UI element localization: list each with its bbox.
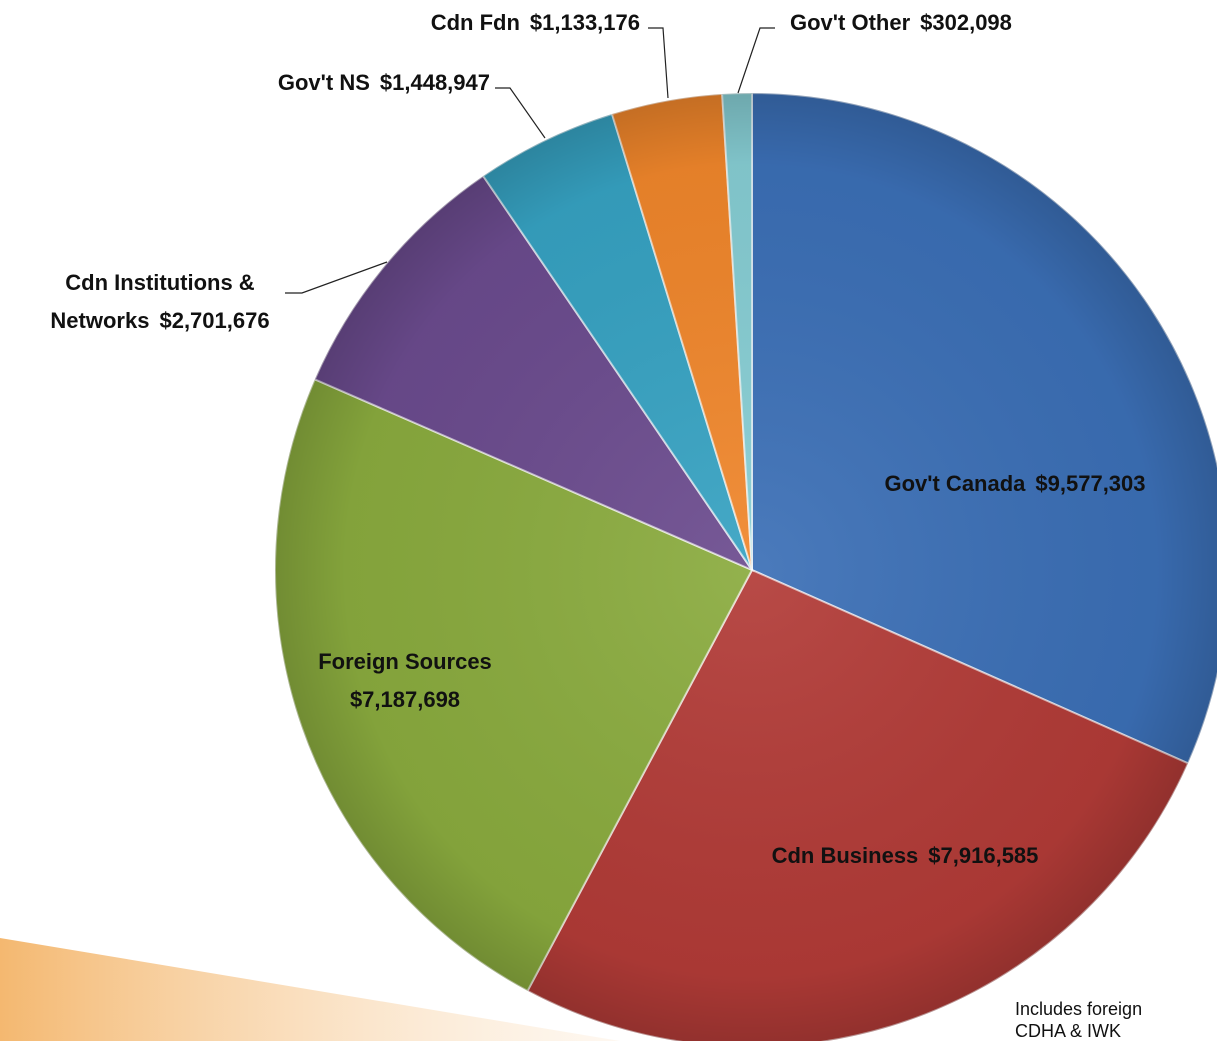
pie	[274, 91, 1217, 1041]
footnote-line: CDHA & IWK	[1015, 1021, 1122, 1041]
value-label: $1,448,947	[379, 70, 490, 95]
slice-label: Gov't Canada $9,577,303	[840, 465, 1190, 503]
footnote: Includes foreign CDHA & IWK	[1015, 998, 1142, 1041]
value-label: $7,187,698	[349, 687, 461, 712]
category-name: Gov't Other	[790, 10, 911, 35]
category-name: Cdn Institutions & Networks	[50, 270, 255, 333]
leader-line	[737, 27, 775, 94]
value-label: $1,133,176	[529, 10, 640, 35]
category-name: Cdn Fdn	[430, 10, 520, 35]
slice-label: Cdn Institutions & Networks $2,701,676	[10, 264, 310, 340]
category-name: Gov't Canada	[884, 471, 1026, 496]
slice-label: Cdn Fdn $1,133,176	[340, 4, 640, 42]
category-name: Gov't NS	[277, 70, 370, 95]
leader-line	[648, 27, 669, 99]
leader-line	[495, 87, 546, 139]
leader-line	[285, 261, 388, 294]
slice-label: Gov't Other $302,098	[790, 4, 1110, 42]
value-label: $302,098	[920, 10, 1012, 35]
slice-label: Cdn Business $7,916,585	[720, 837, 1090, 875]
leader-lines	[285, 27, 775, 294]
slice-label: Foreign Sources $7,187,698	[275, 643, 535, 719]
category-name: Foreign Sources	[318, 649, 492, 674]
value-label: $2,701,676	[159, 308, 270, 333]
value-label: $7,916,585	[928, 843, 1039, 868]
slice-label: Gov't NS $1,448,947	[200, 64, 490, 102]
value-label: $9,577,303	[1035, 471, 1146, 496]
footnote-line: Includes foreign	[1015, 999, 1143, 1019]
category-name: Cdn Business	[771, 843, 919, 868]
